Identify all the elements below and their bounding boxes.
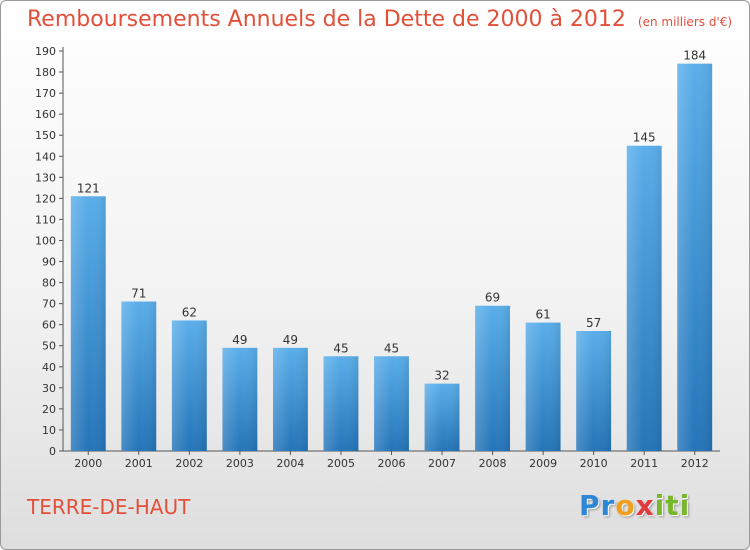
data-label: 49 — [232, 333, 247, 347]
bar-shine — [323, 356, 359, 451]
bar-shine — [70, 196, 106, 451]
title-text: Remboursements Annuels de la Dette de 20… — [27, 7, 626, 32]
bars: 121 71 62 49 49 45 45 32 69 61 57 145 184 — [70, 49, 713, 451]
bar-shine — [374, 356, 409, 451]
bar-shine — [424, 383, 460, 451]
data-label: 32 — [434, 369, 449, 383]
data-label: 45 — [384, 341, 399, 355]
y-tick-label: 70 — [42, 298, 56, 311]
proxiti-logo: Proxiti — [579, 489, 691, 522]
data-label: 62 — [182, 305, 197, 319]
x-tick-label: 2009 — [529, 457, 557, 470]
x-tick-label: 2000 — [74, 457, 102, 470]
x-tick-label: 2004 — [276, 457, 304, 470]
y-tick-label: 10 — [42, 424, 56, 437]
axes: 0 10 20 30 40 50 60 70 80 90 100 110 120 130 140 150 160… — [35, 45, 720, 470]
y-tick-label: 60 — [42, 319, 56, 332]
x-tick-label: 2012 — [681, 457, 709, 470]
y-tick-label: 180 — [35, 66, 56, 79]
y-tick-label: 50 — [42, 340, 56, 353]
y-tick-label: 160 — [35, 108, 56, 121]
data-label: 45 — [333, 341, 348, 355]
data-label: 184 — [683, 49, 706, 63]
x-tick-label: 2007 — [428, 457, 456, 470]
bar-shine — [222, 347, 258, 451]
data-label: 121 — [77, 181, 100, 195]
bar-shine — [626, 145, 662, 451]
y-tick-label: 30 — [42, 382, 56, 395]
y-tick-label: 40 — [42, 361, 56, 374]
bar-shine — [677, 63, 713, 451]
x-tick-label: 2006 — [378, 457, 406, 470]
x-tick-label: 2003 — [226, 457, 254, 470]
y-tick-label: 120 — [35, 192, 56, 205]
data-label: 57 — [586, 316, 601, 330]
data-label: 145 — [633, 131, 656, 145]
chart-title: Remboursements Annuels de la Dette de 20… — [27, 7, 732, 32]
x-tick-label: 2008 — [479, 457, 507, 470]
commune-name: TERRE-DE-HAUT — [27, 495, 191, 519]
y-tick-label: 110 — [35, 213, 56, 226]
y-tick-label: 20 — [42, 403, 56, 416]
y-tick-label: 170 — [35, 87, 56, 100]
bar-shine — [525, 322, 561, 451]
x-tick-label: 2001 — [125, 457, 153, 470]
y-tick-label: 0 — [49, 445, 56, 458]
bar-shine — [171, 320, 207, 451]
y-tick-label: 190 — [35, 45, 56, 58]
y-tick-label: 90 — [42, 256, 56, 269]
bar-shine — [576, 331, 612, 451]
bar-shine — [272, 347, 308, 451]
bar-shine — [121, 301, 157, 451]
data-label: 61 — [535, 308, 550, 322]
x-tick-label: 2011 — [630, 457, 658, 470]
y-tick-label: 80 — [42, 277, 56, 290]
data-label: 69 — [485, 291, 500, 305]
y-tick-label: 100 — [35, 234, 56, 247]
bar-shine — [475, 305, 511, 451]
data-label: 49 — [283, 333, 298, 347]
unit-label: (en milliers d'€) — [637, 15, 733, 29]
data-label: 71 — [131, 287, 146, 301]
x-tick-label: 2005 — [327, 457, 355, 470]
y-tick-label: 140 — [35, 150, 56, 163]
x-tick-label: 2002 — [175, 457, 203, 470]
x-tick-label: 2010 — [580, 457, 608, 470]
y-tick-label: 130 — [35, 171, 56, 184]
y-tick-label: 150 — [35, 129, 56, 142]
